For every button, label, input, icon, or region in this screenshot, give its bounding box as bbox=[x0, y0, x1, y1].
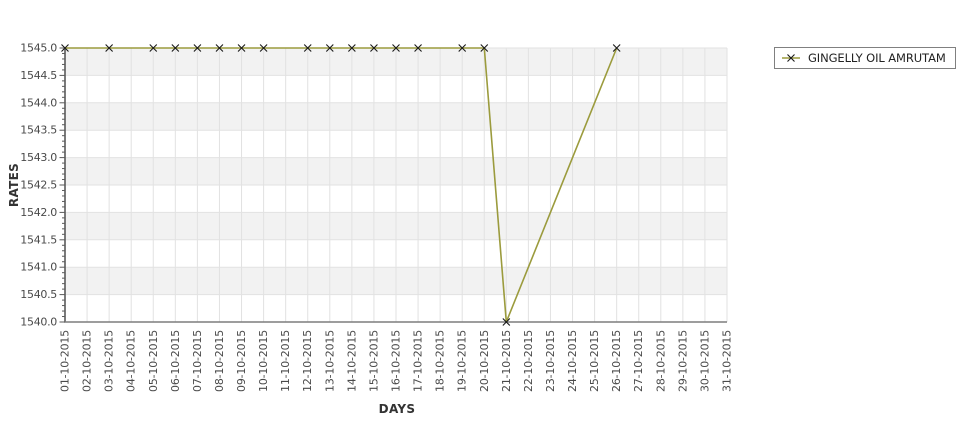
data-point-marker bbox=[303, 44, 312, 52]
svg-text:07-10-2015: 07-10-2015 bbox=[191, 330, 204, 392]
svg-text:10-10-2015: 10-10-2015 bbox=[257, 330, 270, 392]
svg-text:19-10-2015: 19-10-2015 bbox=[456, 330, 469, 392]
x-axis-title: DAYS bbox=[378, 402, 416, 416]
svg-text:28-10-2015: 28-10-2015 bbox=[654, 330, 667, 392]
svg-text:26-10-2015: 26-10-2015 bbox=[610, 330, 623, 392]
svg-text:27-10-2015: 27-10-2015 bbox=[632, 330, 645, 392]
svg-text:01-10-2015: 01-10-2015 bbox=[59, 330, 72, 392]
svg-text:31-10-2015: 31-10-2015 bbox=[721, 330, 734, 392]
data-point-marker bbox=[61, 44, 69, 52]
data-point-marker bbox=[370, 44, 378, 52]
svg-text:1544.5: 1544.5 bbox=[20, 69, 57, 82]
svg-text:03-10-2015: 03-10-2015 bbox=[103, 330, 116, 392]
svg-text:21-10-2015: 21-10-2015 bbox=[500, 330, 513, 392]
svg-text:24-10-2015: 24-10-2015 bbox=[566, 330, 579, 392]
svg-text:1542.0: 1542.0 bbox=[20, 206, 57, 219]
data-point-marker bbox=[458, 44, 467, 52]
data-point-marker bbox=[171, 44, 180, 52]
y-axis-title: RATES bbox=[7, 162, 21, 208]
svg-text:04-10-2015: 04-10-2015 bbox=[125, 330, 138, 392]
svg-text:18-10-2015: 18-10-2015 bbox=[434, 330, 447, 392]
svg-text:1540.5: 1540.5 bbox=[20, 288, 57, 301]
svg-text:02-10-2015: 02-10-2015 bbox=[81, 330, 94, 392]
svg-text:30-10-2015: 30-10-2015 bbox=[698, 330, 711, 392]
series-line bbox=[65, 47, 618, 323]
data-point-marker bbox=[215, 44, 224, 52]
svg-text:29-10-2015: 29-10-2015 bbox=[676, 330, 689, 392]
svg-text:25-10-2015: 25-10-2015 bbox=[588, 330, 601, 392]
svg-text:20-10-2015: 20-10-2015 bbox=[478, 330, 491, 392]
svg-text:1540.0: 1540.0 bbox=[20, 316, 57, 329]
svg-text:15-10-2015: 15-10-2015 bbox=[367, 330, 380, 392]
series-markers bbox=[61, 44, 621, 326]
y-axis-ticks bbox=[59, 47, 65, 323]
svg-text:1541.0: 1541.0 bbox=[20, 261, 57, 274]
legend-label: GINGELLY OIL AMRUTAM bbox=[808, 51, 946, 65]
data-point-marker bbox=[259, 44, 268, 52]
svg-text:16-10-2015: 16-10-2015 bbox=[390, 330, 403, 392]
svg-text:14-10-2015: 14-10-2015 bbox=[345, 330, 358, 392]
data-point-marker bbox=[105, 44, 114, 52]
legend-series-marker-icon bbox=[782, 54, 800, 62]
data-point-marker bbox=[347, 44, 356, 52]
data-point-marker bbox=[149, 44, 158, 52]
svg-text:05-10-2015: 05-10-2015 bbox=[147, 330, 160, 392]
svg-text:17-10-2015: 17-10-2015 bbox=[412, 330, 425, 392]
data-point-marker bbox=[392, 44, 400, 52]
x-axis-tick-labels: 01-10-2015 02-10-2015 03-10-2015 04-10-2015… bbox=[59, 330, 734, 392]
svg-text:11-10-2015: 11-10-2015 bbox=[279, 330, 292, 392]
data-point-marker bbox=[502, 318, 511, 326]
svg-text:1543.0: 1543.0 bbox=[20, 151, 57, 164]
svg-text:1545.0: 1545.0 bbox=[20, 42, 57, 55]
svg-text:08-10-2015: 08-10-2015 bbox=[213, 330, 226, 392]
svg-text:12-10-2015: 12-10-2015 bbox=[301, 330, 314, 392]
svg-text:1543.5: 1543.5 bbox=[20, 124, 57, 137]
y-axis-tick-labels: 1545.0 1544.5 1544.0 1543.5 1543.0 1542.5 1542… bbox=[20, 42, 57, 329]
svg-text:13-10-2015: 13-10-2015 bbox=[323, 330, 336, 392]
svg-text:23-10-2015: 23-10-2015 bbox=[544, 330, 557, 392]
data-point-marker bbox=[325, 44, 334, 52]
svg-text:1544.0: 1544.0 bbox=[20, 96, 57, 109]
legend: GINGELLY OIL AMRUTAM bbox=[774, 47, 956, 69]
data-point-marker bbox=[193, 44, 202, 52]
svg-text:09-10-2015: 09-10-2015 bbox=[235, 330, 248, 392]
data-point-marker bbox=[612, 44, 621, 52]
svg-text:1541.5: 1541.5 bbox=[20, 233, 57, 246]
svg-text:06-10-2015: 06-10-2015 bbox=[169, 330, 182, 392]
svg-text:22-10-2015: 22-10-2015 bbox=[522, 330, 535, 392]
data-point-marker bbox=[414, 44, 422, 52]
data-point-marker bbox=[480, 44, 489, 52]
data-point-marker bbox=[237, 44, 246, 52]
svg-text:1542.5: 1542.5 bbox=[20, 179, 57, 192]
